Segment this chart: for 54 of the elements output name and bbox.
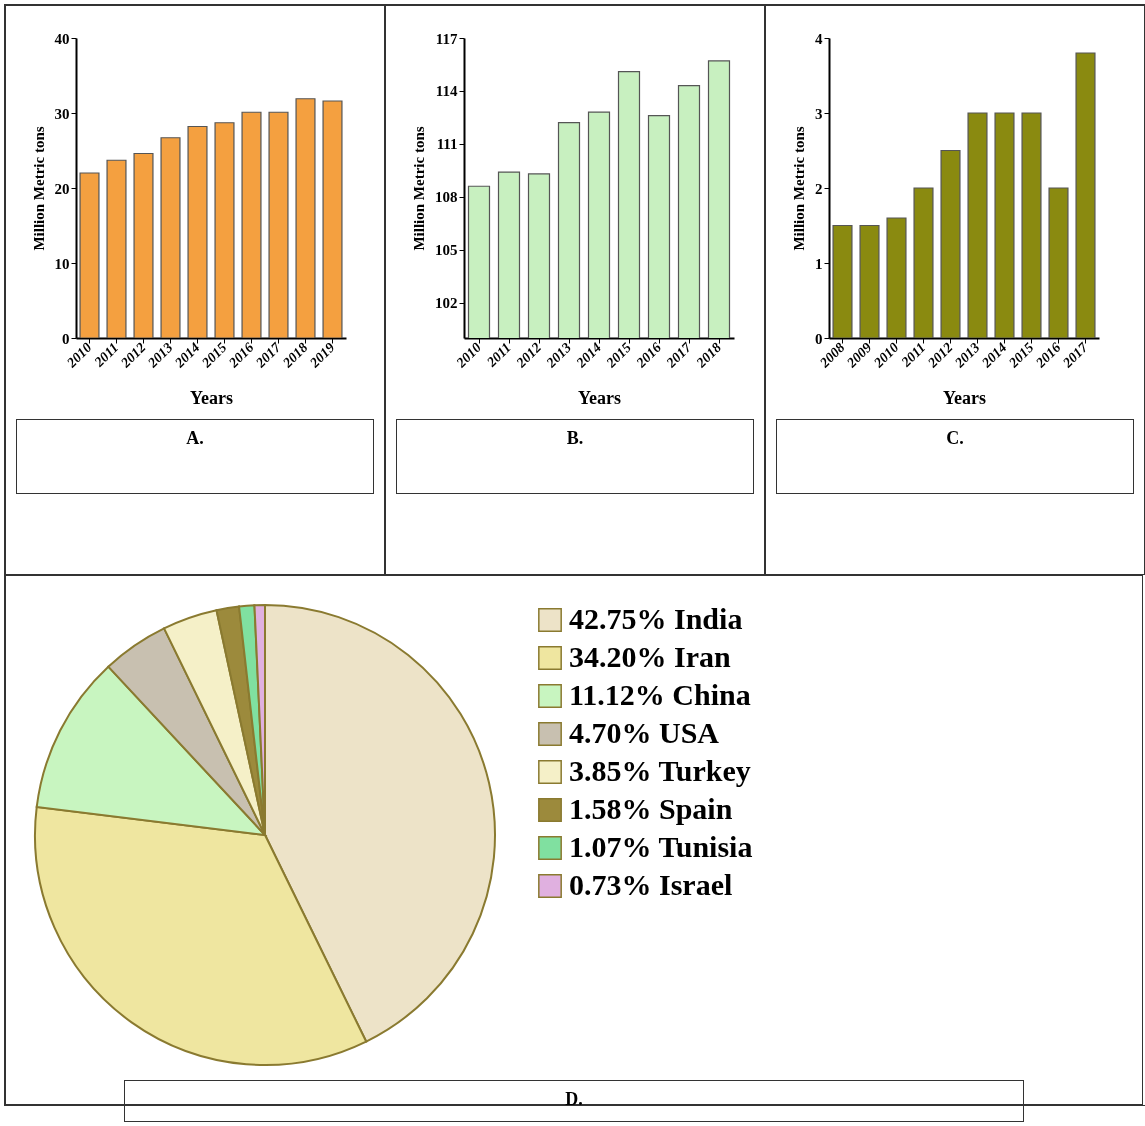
y-tick-label: 4 xyxy=(815,30,823,47)
y-tick-label: 105 xyxy=(435,242,458,259)
y-tick-label: 111 xyxy=(436,136,458,153)
y-tick-label: 0 xyxy=(62,330,70,347)
y-tick-label: 0 xyxy=(815,330,823,347)
y-tick-label: 3 xyxy=(815,105,823,122)
y-tick-label: 108 xyxy=(435,189,458,206)
x-axis-title: Years xyxy=(943,388,986,409)
x-axis-title: Years xyxy=(190,388,233,409)
bar xyxy=(1048,187,1069,338)
y-tick-label: 2 xyxy=(815,180,823,197)
bar xyxy=(859,224,880,338)
legend-label: 0.73% Israel xyxy=(569,868,733,901)
bar xyxy=(214,122,235,338)
bar xyxy=(106,159,127,338)
bar xyxy=(967,112,988,338)
y-tick-label: 40 xyxy=(54,30,70,47)
legend-label: 1.07% Tunisia xyxy=(569,830,753,863)
y-tick-label: 102 xyxy=(435,295,458,312)
bar xyxy=(1021,112,1042,338)
legend-label: 34.20% Iran xyxy=(569,640,731,673)
y-tick-label: 30 xyxy=(54,105,70,122)
bar xyxy=(187,125,208,338)
bar xyxy=(322,100,343,338)
text: D. xyxy=(124,1080,1024,1122)
bar xyxy=(940,149,961,338)
legend-label: 11.12% China xyxy=(569,678,751,711)
bar xyxy=(886,217,907,338)
y-axis-title: Million Metric tons xyxy=(411,126,427,251)
bar xyxy=(994,112,1015,338)
bar xyxy=(133,152,154,338)
legend-label: 42.75% India xyxy=(569,602,743,635)
text: C. xyxy=(776,419,1134,494)
bar xyxy=(832,224,853,338)
legend-label: 4.70% USA xyxy=(569,716,720,749)
y-tick-label: 10 xyxy=(54,255,70,272)
legend-label: 1.58% Spain xyxy=(569,792,733,825)
y-axis-title: Million Metric tons xyxy=(30,126,47,251)
y-tick-label: 20 xyxy=(54,180,70,197)
bar xyxy=(1075,52,1096,338)
y-tick-label: 117 xyxy=(435,30,458,47)
bar xyxy=(268,111,289,338)
y-tick-label: 114 xyxy=(435,83,458,100)
text: A. xyxy=(16,419,374,494)
y-tick-label: 1 xyxy=(815,255,823,272)
y-axis-title: Million Metric tons xyxy=(791,126,807,251)
legend-label: 3.85% Turkey xyxy=(569,754,751,787)
bar xyxy=(913,187,934,338)
bar xyxy=(160,137,181,338)
bar xyxy=(295,98,316,338)
bar xyxy=(79,172,100,338)
text: B. xyxy=(396,419,754,494)
x-axis-title: Years xyxy=(578,388,621,409)
bar xyxy=(241,111,262,338)
